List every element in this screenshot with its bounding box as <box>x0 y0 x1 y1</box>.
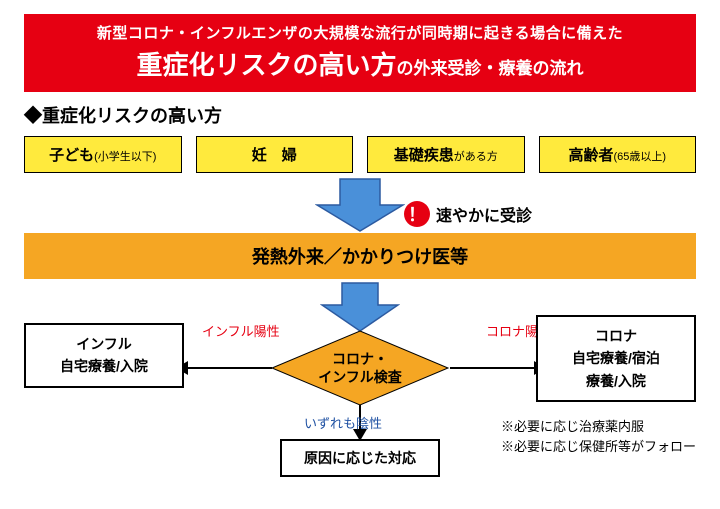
alert-callout: ！ 速やかに受診 <box>404 201 532 227</box>
header-banner: 新型コロナ・インフルエンザの大規模な流行が同時期に起きる場合に備えた 重症化リス… <box>24 14 696 92</box>
edge-line <box>186 367 272 369</box>
alert-text: 速やかに受診 <box>436 202 532 226</box>
flowchart-canvas: 新型コロナ・インフルエンザの大規模な流行が同時期に起きる場合に備えた 重症化リス… <box>0 0 720 509</box>
footnote-line: ※必要に応じ治療薬内服 <box>501 417 696 437</box>
decision-area: コロナ・ インフル検査 インフル陽性 コロナ陽性 いずれも陰性 インフル 自宅療… <box>24 281 696 471</box>
section-title: ◆重症化リスクの高い方 <box>24 102 696 128</box>
category-row: 子ども(小学生以下) 妊 婦基礎疾患がある方高齢者(65歳以上) <box>24 136 696 173</box>
category-box: 妊 婦 <box>196 136 354 173</box>
test-diamond: コロナ・ インフル検査 <box>270 329 450 407</box>
arrow-down-icon <box>315 177 405 233</box>
diamond-label: コロナ・ インフル検査 <box>270 329 450 407</box>
footnotes: ※必要に応じ治療薬内服 ※必要に応じ保健所等がフォロー <box>501 417 696 456</box>
arrow-to-fever: ！ 速やかに受診 <box>24 177 696 233</box>
category-box: 高齢者(65歳以上) <box>539 136 697 173</box>
edge-label-down: いずれも陰性 <box>304 413 382 432</box>
result-negative: 原因に応じた対応 <box>280 439 440 477</box>
header-title-small: の外来受診・療養の流れ <box>397 59 584 78</box>
alert-icon: ！ <box>404 201 430 227</box>
category-box: 子ども(小学生以下) <box>24 136 182 173</box>
edge-line <box>450 367 536 369</box>
fever-clinic-bar: 発熱外来／かかりつけ医等 <box>24 233 696 279</box>
header-subtitle: 新型コロナ・インフルエンザの大規模な流行が同時期に起きる場合に備えた <box>36 22 684 43</box>
edge-label-left: インフル陽性 <box>202 321 280 340</box>
header-title-big: 重症化リスクの高い方 <box>136 50 396 80</box>
result-influenza: インフル 自宅療養/入院 <box>24 323 184 388</box>
footnote-line: ※必要に応じ保健所等がフォロー <box>501 437 696 457</box>
header-title: 重症化リスクの高い方の外来受診・療養の流れ <box>36 45 684 82</box>
category-box: 基礎疾患がある方 <box>367 136 525 173</box>
result-corona: コロナ 自宅療養/宿泊 療養/入院 <box>536 315 696 402</box>
arrow-down-icon <box>320 281 400 333</box>
